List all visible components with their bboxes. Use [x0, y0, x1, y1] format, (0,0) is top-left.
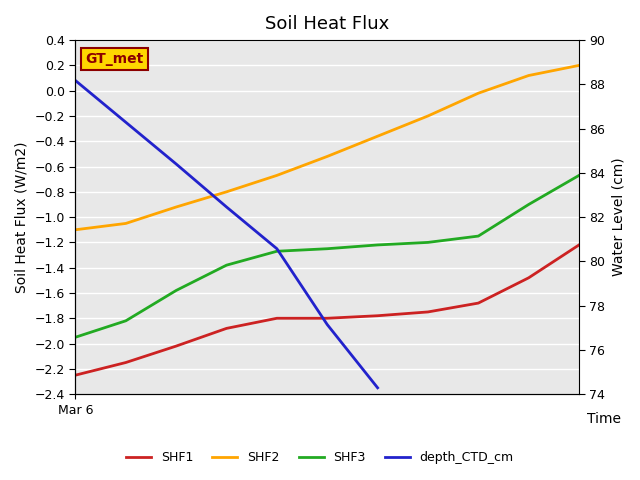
X-axis label: Time: Time — [588, 412, 621, 426]
Legend: SHF1, SHF2, SHF3, depth_CTD_cm: SHF1, SHF2, SHF3, depth_CTD_cm — [121, 446, 519, 469]
Y-axis label: Soil Heat Flux (W/m2): Soil Heat Flux (W/m2) — [15, 142, 29, 293]
Text: GT_met: GT_met — [86, 52, 144, 66]
Title: Soil Heat Flux: Soil Heat Flux — [265, 15, 389, 33]
Y-axis label: Water Level (cm): Water Level (cm) — [611, 158, 625, 276]
